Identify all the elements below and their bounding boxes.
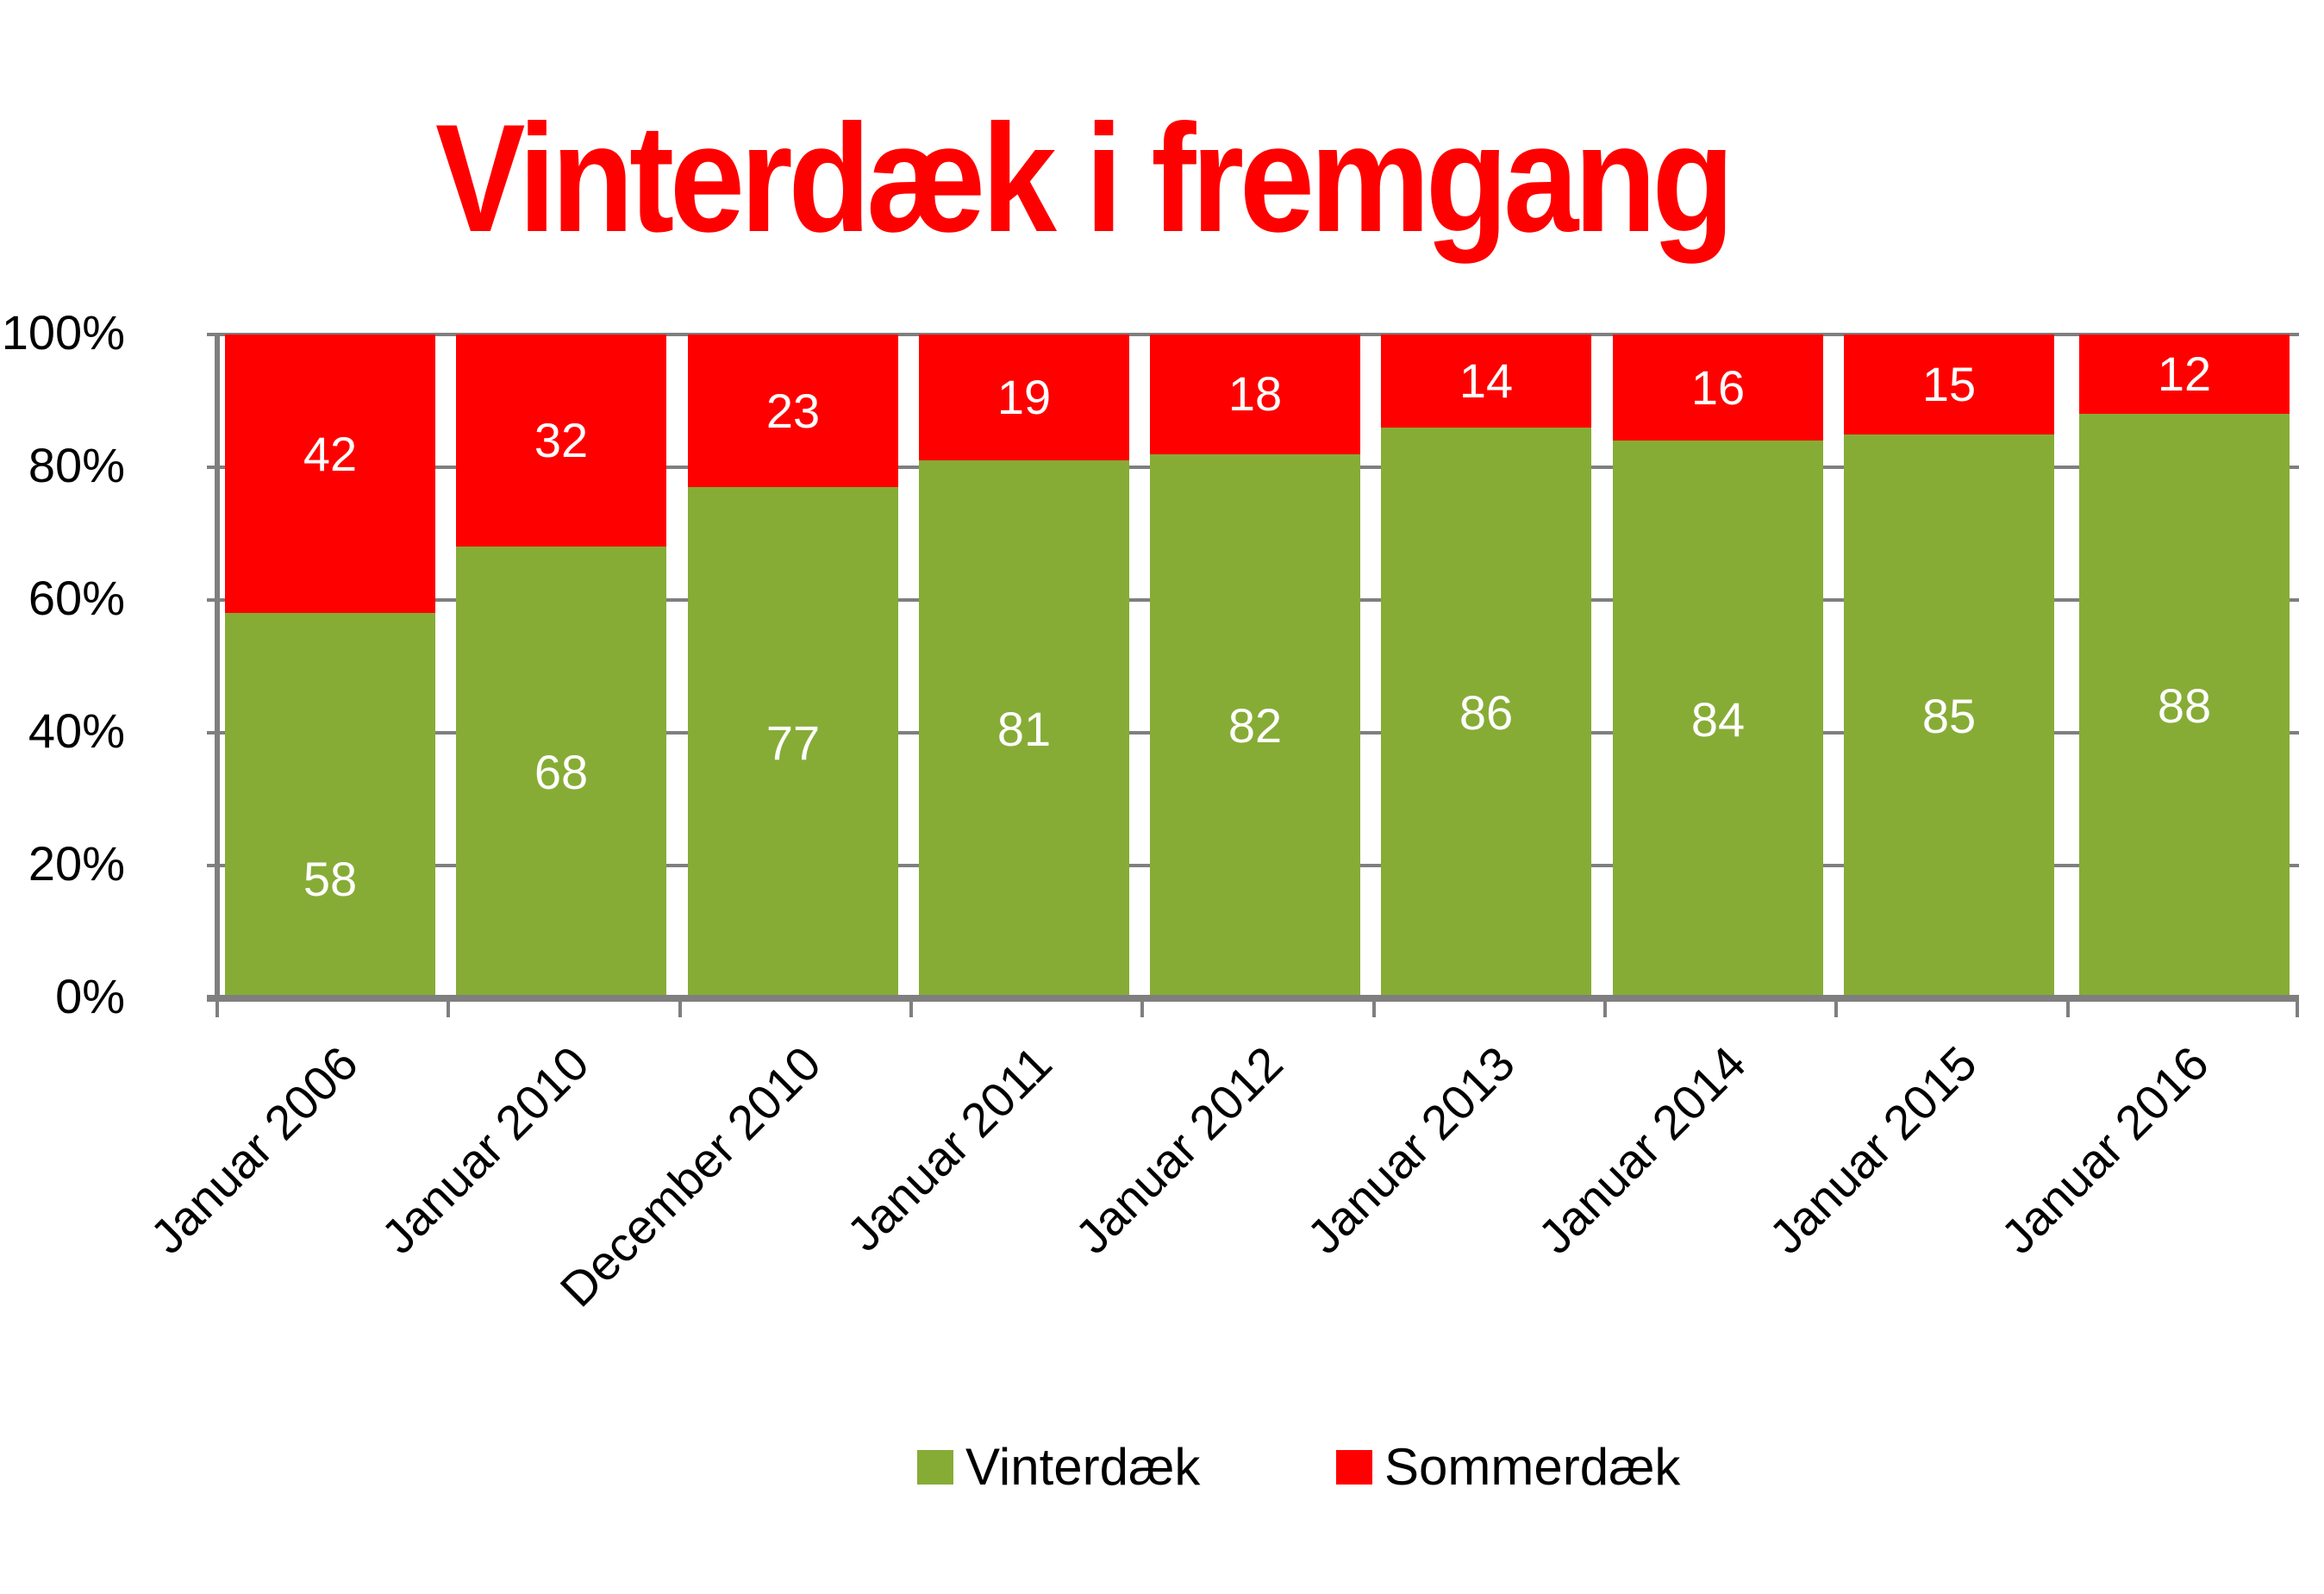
bar-januar-2011: 19 81: [919, 334, 1129, 998]
bar-januar-2010: 32 68: [456, 334, 666, 998]
y-axis: [215, 334, 220, 998]
x-tick: [1372, 998, 1376, 1017]
bar-segment-sommerdaek: 32: [456, 334, 666, 547]
bar-segment-sommerdaek: 42: [225, 334, 435, 614]
y-tick-label: 40%: [28, 703, 125, 758]
bar-januar-2012: 18 82: [1150, 334, 1360, 998]
x-tick: [216, 998, 219, 1017]
bar-segment-sommerdaek: 15: [1844, 334, 2054, 434]
bar-segment-vinterdaek: 81: [919, 460, 1129, 998]
bar-januar-2006: 42 58: [225, 334, 435, 998]
bar-januar-2013: 14 86: [1381, 334, 1591, 998]
bar-segment-sommerdaek: 12: [2079, 334, 2290, 415]
y-tick-label: 60%: [28, 571, 125, 625]
legend-swatch-red: [1336, 1450, 1372, 1485]
data-label: 18: [1228, 366, 1283, 422]
data-label: 77: [765, 715, 821, 770]
x-axis: [207, 995, 2299, 1002]
legend-item-sommerdaek: Sommerdæk: [1336, 1441, 1680, 1493]
bar-segment-vinterdaek: 86: [1381, 427, 1591, 998]
y-tick-label: 80%: [28, 438, 125, 492]
legend-label: Vinterdæk: [965, 1438, 1201, 1496]
data-label: 12: [2157, 347, 2212, 402]
data-label: 86: [1459, 684, 1514, 740]
chart-title: Vinterdæk i fremgang: [435, 92, 1734, 264]
bar-segment-vinterdaek: 85: [1844, 434, 2054, 998]
bar-segment-vinterdaek: 84: [1613, 441, 1823, 998]
x-tick: [2066, 998, 2070, 1017]
data-label: 68: [534, 745, 589, 800]
bar-januar-2016: 12 88: [2079, 334, 2290, 998]
x-tick: [447, 998, 450, 1017]
data-label: 14: [1459, 353, 1514, 408]
bar-januar-2014: 16 84: [1613, 334, 1823, 998]
data-label: 81: [996, 702, 1052, 757]
data-label: 16: [1690, 359, 1746, 415]
data-label: 42: [303, 427, 358, 482]
bar-segment-vinterdaek: 68: [456, 547, 666, 998]
data-label: 15: [1921, 356, 1977, 411]
data-label: 23: [765, 383, 821, 438]
bar-segment-sommerdaek: 19: [919, 334, 1129, 461]
y-tick-label: 100%: [1, 305, 125, 359]
legend-label: Sommerdæk: [1384, 1438, 1681, 1496]
bar-segment-sommerdaek: 16: [1613, 334, 1823, 441]
data-label: 19: [996, 370, 1052, 425]
x-tick: [2296, 998, 2299, 1017]
x-tick: [678, 998, 682, 1017]
x-tick: [1140, 998, 1144, 1017]
y-tick-label: 0%: [55, 969, 125, 1023]
data-label: 32: [534, 413, 589, 468]
data-label: 88: [2157, 678, 2212, 734]
x-tick: [1834, 998, 1838, 1017]
bar-segment-vinterdaek: 88: [2079, 414, 2290, 998]
data-label: 82: [1228, 698, 1283, 753]
bar-segment-vinterdaek: 82: [1150, 453, 1360, 998]
y-tick-label: 20%: [28, 836, 125, 891]
plot-area: 100% 80% 60% 40% 20% 0% 42 58 32 68 23 7…: [2, 309, 2299, 1021]
bar-januar-2015: 15 85: [1844, 334, 2054, 998]
legend-item-vinterdaek: Vinterdæk: [917, 1441, 1200, 1493]
bar-segment-sommerdaek: 23: [688, 334, 898, 488]
bar-segment-vinterdaek: 77: [688, 487, 898, 998]
legend-swatch-green: [917, 1450, 953, 1485]
x-tick: [909, 998, 913, 1017]
bar-segment-sommerdaek: 14: [1381, 334, 1591, 428]
data-label: 58: [303, 851, 358, 906]
bar-segment-vinterdaek: 58: [225, 613, 435, 998]
data-label: 84: [1690, 691, 1746, 747]
x-tick: [1603, 998, 1607, 1017]
data-label: 85: [1921, 688, 1977, 743]
bar-segment-sommerdaek: 18: [1150, 334, 1360, 454]
bar-december-2010: 23 77: [688, 334, 898, 998]
